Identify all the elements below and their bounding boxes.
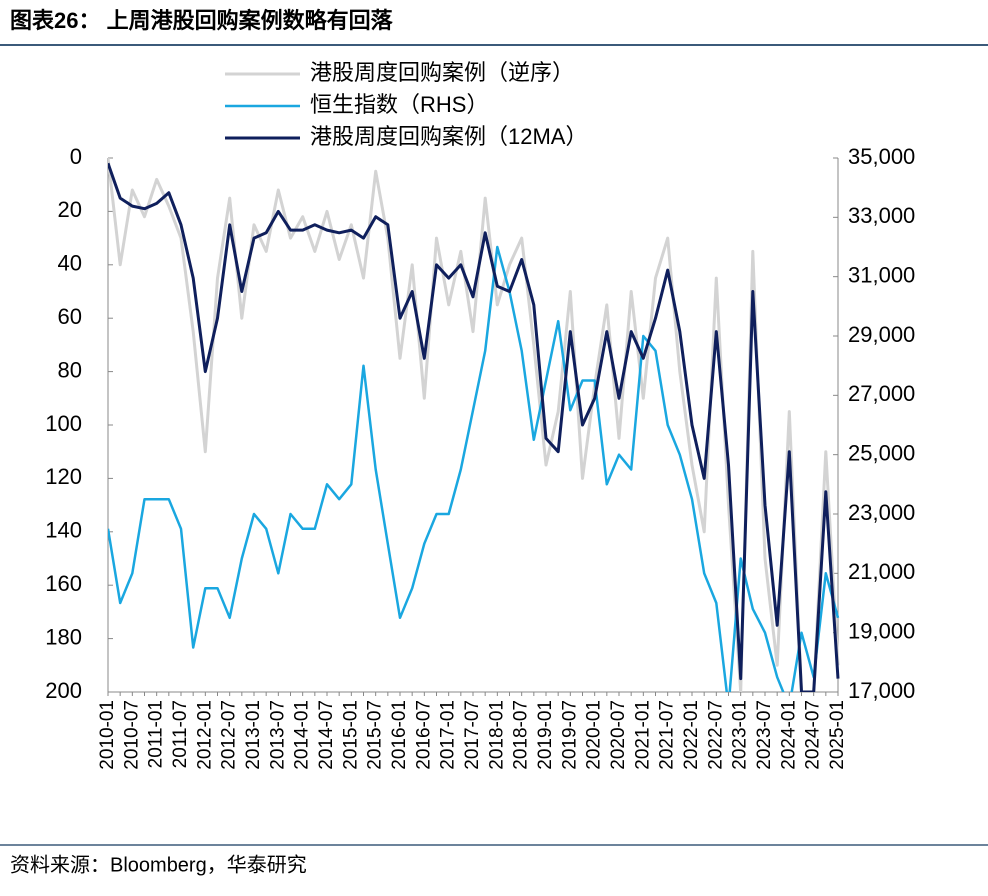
x-tick-label: 2013-07 (267, 700, 288, 770)
x-tick-label: 2014-07 (316, 700, 337, 770)
x-tick-label: 2017-01 (438, 700, 459, 770)
x-tick-label: 2019-01 (535, 700, 556, 770)
source: 资料来源：Bloomberg，华泰研究 (10, 853, 307, 876)
x-tick-label: 2015-07 (365, 700, 386, 770)
y-tick-label: 120 (45, 464, 82, 489)
x-tick-label: 2010-01 (97, 700, 118, 770)
x-tick-label: 2020-07 (608, 700, 629, 770)
x-tick-label: 2012-07 (219, 700, 240, 770)
x-tick-label: 2012-01 (194, 700, 215, 770)
x-tick-label: 2016-01 (389, 700, 410, 770)
x-tick-label: 2021-07 (657, 700, 678, 770)
series-line (108, 245, 840, 692)
y2-tick-label: 33,000 (848, 203, 915, 228)
x-tick-label: 2011-01 (146, 700, 167, 768)
y-tick-label: 0 (70, 144, 82, 169)
x-tick-label: 2015-01 (340, 700, 361, 770)
y2-tick-label: 27,000 (848, 381, 915, 406)
series-line (108, 157, 840, 692)
legend-label: 港股周度回购案例（12MA） (310, 124, 587, 149)
y2-tick-label: 21,000 (848, 559, 915, 584)
x-tick-label: 2022-07 (705, 700, 726, 770)
y-tick-label: 140 (45, 518, 82, 543)
plot (108, 157, 840, 692)
y-tick-label: 20 (58, 197, 82, 222)
x-tick-label: 2019-07 (559, 700, 580, 770)
x-tick-label: 2016-07 (413, 700, 434, 770)
x-tick-label: 2020-01 (584, 700, 605, 770)
x-tick-label: 2017-07 (462, 700, 483, 770)
y-tick-label: 200 (45, 678, 82, 703)
x-tick-label: 2022-01 (681, 700, 702, 770)
x-tick-label: 2018-07 (511, 700, 532, 770)
x-tick-label: 2014-01 (292, 700, 313, 770)
y-tick-label: 60 (58, 304, 82, 329)
legend-label: 恒生指数（RHS） (310, 92, 488, 117)
y2-tick-label: 25,000 (848, 440, 915, 465)
x-tick-label: 2024-07 (803, 700, 824, 770)
x-tick-label: 2013-01 (243, 700, 264, 770)
chart-title: 图表26： 上周港股回购案例数略有回落 (10, 8, 394, 33)
x-tick-label: 2024-01 (778, 700, 799, 770)
y2-tick-label: 23,000 (848, 500, 915, 525)
y-tick-label: 180 (45, 624, 82, 649)
y2-tick-label: 35,000 (848, 144, 915, 169)
x-tick-label: 2023-01 (730, 700, 751, 770)
x-tick-label: 2010-07 (121, 700, 142, 770)
x-tick-label: 2021-01 (632, 700, 653, 770)
y2-tick-label: 17,000 (848, 678, 915, 703)
x-tick-label: 2025-01 (827, 700, 848, 770)
legend-label: 港股周度回购案例（逆序） (310, 60, 574, 85)
y-tick-label: 160 (45, 571, 82, 596)
x-tick-label: 2018-01 (486, 700, 507, 770)
y2-tick-label: 31,000 (848, 262, 915, 287)
x-tick-label: 2011-07 (170, 700, 191, 768)
x-tick-label: 2023-07 (754, 700, 775, 770)
series-line (108, 162, 840, 692)
y2-tick-label: 29,000 (848, 322, 915, 347)
y2-tick-label: 19,000 (848, 618, 915, 643)
y-tick-label: 80 (58, 357, 82, 382)
y-tick-label: 40 (58, 251, 82, 276)
y-tick-label: 100 (45, 411, 82, 436)
